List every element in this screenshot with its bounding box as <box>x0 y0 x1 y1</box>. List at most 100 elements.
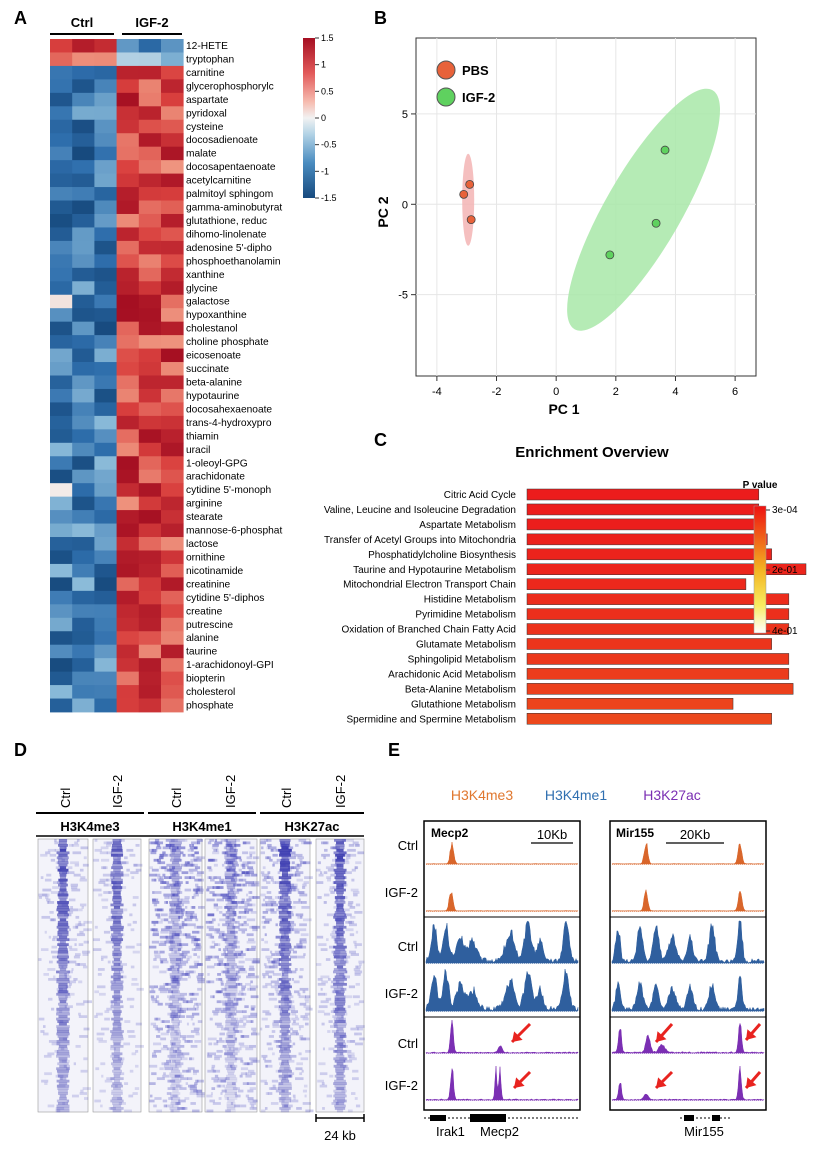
chip-signal <box>225 920 237 924</box>
chip-signal <box>343 876 347 880</box>
chip-signal <box>226 1032 236 1036</box>
chip-signal <box>274 943 280 947</box>
chip-signal <box>51 1007 55 1011</box>
chip-signal <box>166 868 175 872</box>
heatmap-cell <box>161 187 184 201</box>
chip-signal <box>58 958 68 961</box>
chip-signal <box>280 1035 287 1038</box>
chip-signal <box>280 1007 290 1011</box>
chip-signal <box>292 1042 296 1046</box>
heatmap-cell <box>138 483 162 498</box>
chip-signal <box>226 943 236 947</box>
chip-signal <box>172 930 177 934</box>
chip-signal <box>280 891 289 894</box>
chip-signal <box>292 1030 298 1033</box>
chip-signal <box>169 1040 182 1043</box>
chip-signal <box>232 1047 242 1051</box>
chip-signal <box>298 1052 302 1056</box>
chip-signal <box>164 896 170 899</box>
chip-signal <box>193 1005 196 1009</box>
chip-signal <box>262 975 266 979</box>
chip-signal <box>275 923 278 927</box>
chip-signal <box>225 843 237 847</box>
heatmap-cell <box>161 281 184 296</box>
chip-signal <box>170 906 181 909</box>
heatmap-row-label: arginine <box>186 499 223 510</box>
chip-signal <box>171 985 180 989</box>
chip-signal <box>335 1087 345 1090</box>
chip-signal <box>270 908 275 912</box>
chip-signal <box>58 948 68 951</box>
chip-signal <box>189 965 198 969</box>
chip-signal <box>280 987 290 991</box>
chip-signal <box>303 881 309 884</box>
heatmap-cell <box>94 106 117 121</box>
chip-signal <box>111 878 123 882</box>
chip-signal <box>301 901 307 904</box>
heatmap-cell <box>50 267 73 282</box>
chip-signal <box>111 1089 123 1093</box>
chip-signal <box>205 920 213 924</box>
signal-track <box>425 892 579 912</box>
chip-signal <box>351 1077 359 1081</box>
d-label-igf2-1: IGF-2 <box>110 775 125 808</box>
heatmap-cell <box>116 402 140 417</box>
chip-signal <box>260 893 266 897</box>
chip-signal <box>344 839 350 842</box>
chip-signal <box>166 886 171 889</box>
chip-signal <box>317 896 322 899</box>
chip-signal <box>58 935 68 939</box>
chip-signal <box>247 973 255 976</box>
pbs-point <box>465 180 475 189</box>
heatmap-cell <box>50 106 73 121</box>
chip-signal <box>170 945 176 949</box>
chip-signal <box>72 851 82 855</box>
heatmap-cell <box>72 227 95 242</box>
chip-signal <box>64 973 70 976</box>
chip-signal <box>336 886 344 889</box>
chip-signal <box>335 908 345 912</box>
chip-signal <box>289 948 295 951</box>
heatmap-cell <box>138 281 162 296</box>
chip-signal <box>152 891 155 894</box>
chip-signal <box>57 1062 69 1066</box>
chip-signal <box>70 886 78 889</box>
chip-signal <box>288 873 297 877</box>
chip-signal <box>41 893 50 897</box>
chip-signal <box>166 968 172 971</box>
chip-signal <box>165 839 175 842</box>
chip-signal <box>330 863 339 867</box>
chip-signal <box>234 975 241 979</box>
chip-signal <box>226 980 236 984</box>
chip-signal <box>349 1040 355 1043</box>
chip-signal <box>112 945 122 949</box>
chip-signal <box>297 955 305 959</box>
chip-signal <box>193 888 202 892</box>
heatmap-row-label: cytidine 5'-diphos <box>186 593 264 604</box>
chip-signal <box>233 891 240 894</box>
chip-signal <box>193 943 200 947</box>
chip-signal <box>262 1010 270 1014</box>
chip-signal <box>170 960 181 964</box>
chip-signal <box>184 1097 190 1100</box>
heatmap-cell <box>72 429 95 444</box>
chip-signal <box>230 901 239 904</box>
chip-signal <box>264 896 273 899</box>
chip-signal <box>231 901 237 904</box>
chip-signal <box>281 843 287 847</box>
chip-signal <box>170 985 177 989</box>
chip-signal <box>151 868 159 872</box>
chip-signal <box>281 980 289 984</box>
chip-signal <box>321 1022 325 1026</box>
chip-signal <box>332 1015 337 1018</box>
chip-signal <box>57 861 69 865</box>
heatmap-cell <box>116 456 140 471</box>
chip-signal <box>242 841 247 845</box>
chip-signal <box>96 1032 105 1036</box>
chip-signal <box>350 1027 359 1031</box>
chip-signal <box>233 843 241 847</box>
heatmap-cell <box>72 173 95 188</box>
chip-signal <box>266 1042 272 1046</box>
chip-signal <box>240 950 244 954</box>
chip-signal <box>194 963 202 966</box>
